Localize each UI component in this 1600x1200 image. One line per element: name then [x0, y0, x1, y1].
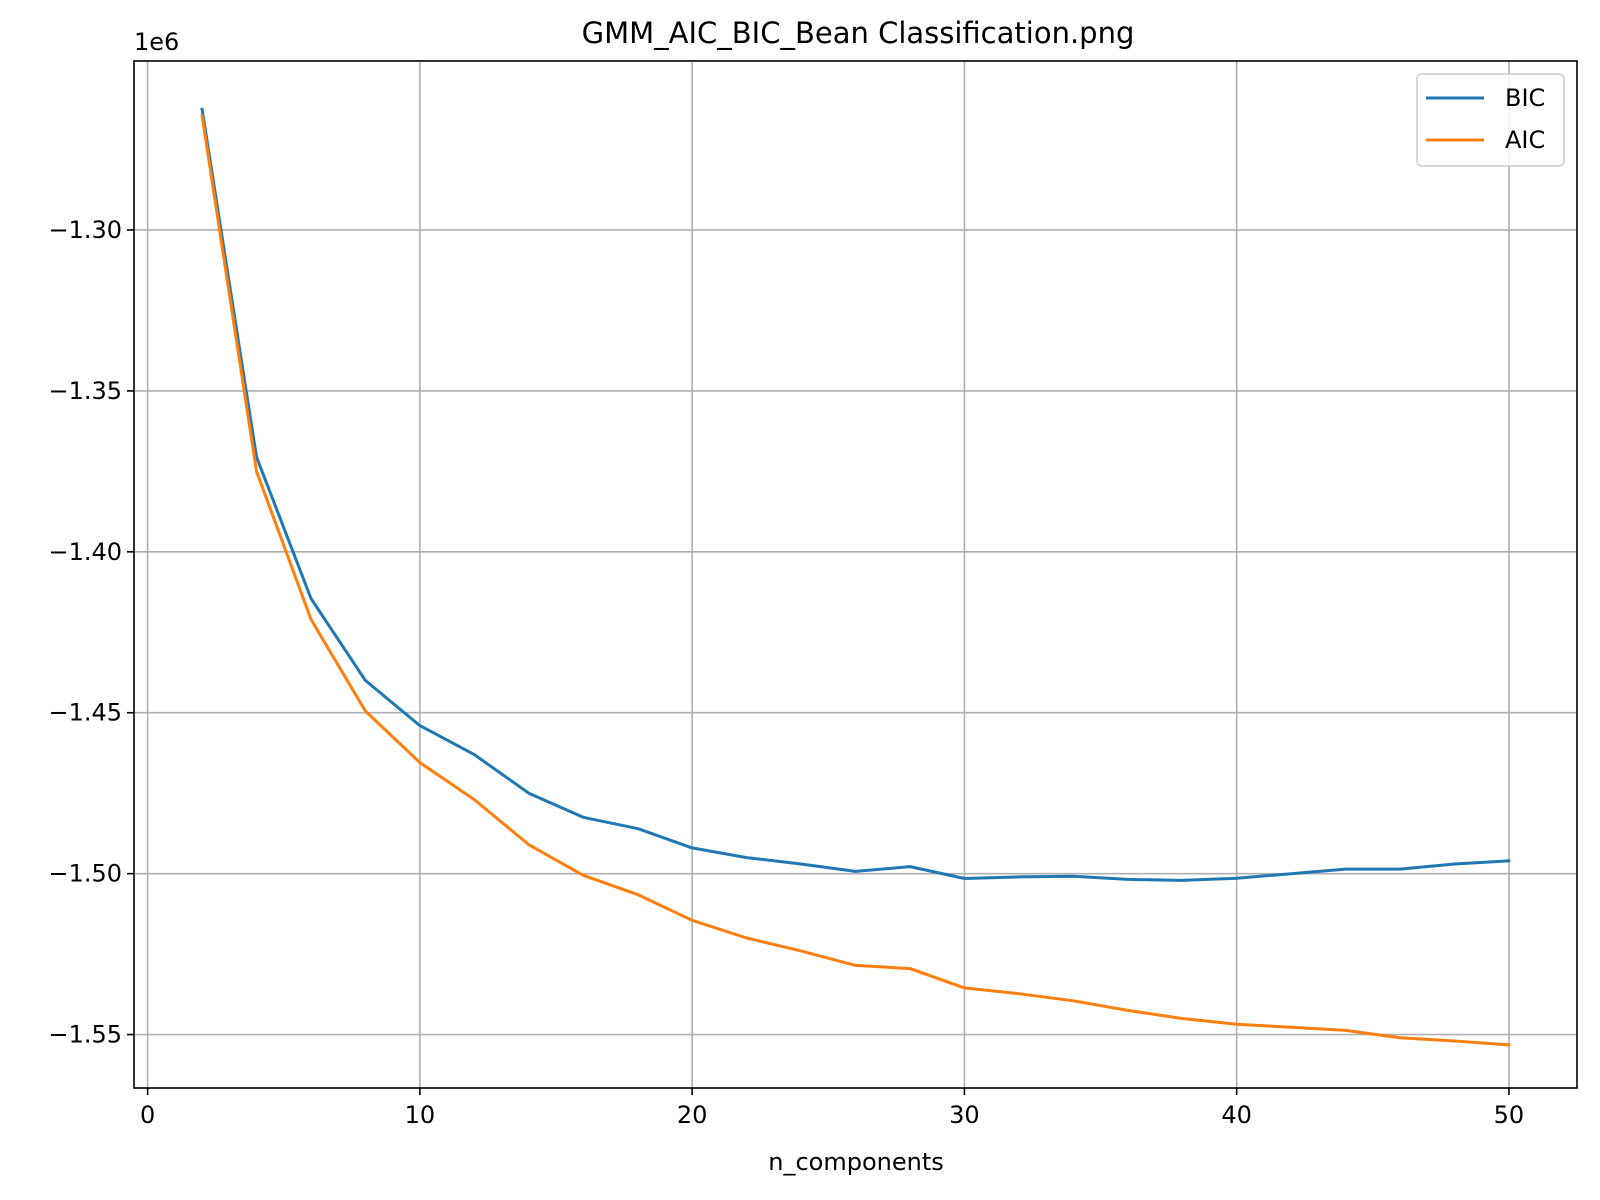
- y-tick-label: −1.40: [48, 538, 122, 566]
- plot-frame: [133, 60, 1578, 1089]
- legend-label-bic: BIC: [1505, 84, 1545, 112]
- grid: [134, 61, 1577, 1088]
- y-tick-label: −1.35: [48, 377, 122, 405]
- x-tick-label: 30: [949, 1101, 980, 1129]
- x-tick-label: 0: [140, 1101, 155, 1129]
- y-tick-label: −1.50: [48, 860, 122, 888]
- x-tick-label: 20: [677, 1101, 708, 1129]
- legend: BIC AIC: [1416, 73, 1565, 167]
- series-line-aic: [200, 113, 1511, 1047]
- plot-background: [134, 61, 1577, 1088]
- series-layer: [200, 107, 1511, 1047]
- plot-area: [133, 60, 1578, 1089]
- x-tick-label: 50: [1494, 1101, 1525, 1129]
- y-axis: −1.30 −1.35 −1.40 −1.45 −1.50 −1.55: [48, 216, 134, 1049]
- x-tick-label: 40: [1221, 1101, 1252, 1129]
- x-tick-label: 10: [405, 1101, 436, 1129]
- y-offset-label: 1e6: [134, 28, 179, 56]
- x-axis-label: n_components: [768, 1148, 944, 1176]
- y-tick-label: −1.30: [48, 216, 122, 244]
- x-axis: 0 10 20 30 40 50: [140, 1088, 1524, 1129]
- legend-label-aic: AIC: [1505, 126, 1545, 154]
- series-line-bic: [200, 107, 1511, 882]
- y-tick-label: −1.45: [48, 699, 122, 727]
- y-tick-label: −1.55: [48, 1021, 122, 1049]
- chart-title: GMM_AIC_BIC_Bean Classification.png: [582, 16, 1135, 50]
